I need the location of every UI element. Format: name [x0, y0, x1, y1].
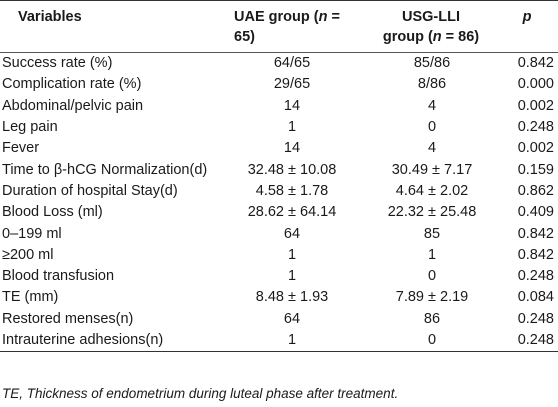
- cell-variable: TE (mm): [2, 289, 59, 306]
- table-row: Complication rate (%) 29/65 8/86 0.000: [0, 74, 558, 95]
- table-row: TE (mm) 8.48 ± 1.93 7.89 ± 2.19 0.084: [0, 287, 558, 308]
- header-uae-n: n: [318, 9, 328, 25]
- cell-p-value: 0.862: [517, 182, 554, 199]
- cell-uae-value: 1: [287, 268, 297, 285]
- cell-variable: Time to β-hCG Normalization(d): [2, 161, 208, 178]
- cell-variable: Intrauterine adhesions(n): [0, 329, 218, 353]
- cell-p-value: 0.842: [517, 246, 554, 263]
- header-usg-suffix: = 86): [441, 29, 480, 45]
- cell-uae-value: 64: [283, 310, 301, 327]
- cell-variable: Leg pain: [2, 119, 58, 136]
- header-usg-prefix: group (: [382, 29, 433, 45]
- header-variables-label: Variables: [18, 9, 82, 25]
- cell-p-value: 0.248: [517, 310, 554, 327]
- header-p-label: p: [522, 9, 532, 25]
- cell-uae-value: 64/65: [273, 55, 311, 72]
- header-variables: Variables: [0, 0, 218, 53]
- cell-usg-value: 0: [366, 329, 498, 353]
- results-table-container: Variables UAE group (n = 65) USG-LLI gro…: [0, 0, 558, 353]
- table-row: Blood transfusion 1 0 0.248: [0, 266, 558, 287]
- header-row: Variables UAE group (n = 65) USG-LLI gro…: [0, 0, 558, 53]
- header-usg-group: USG-LLI group (n = 86): [366, 0, 498, 53]
- cell-p-value: 0.248: [517, 119, 554, 136]
- cell-p-value: 0.159: [517, 161, 554, 178]
- cell-usg-value: 4.64 ± 2.02: [395, 182, 469, 199]
- table-row: Fever 14 4 0.002: [0, 138, 558, 159]
- cell-usg-value: 4: [427, 140, 437, 157]
- cell-usg-value: 7.89 ± 2.19: [395, 289, 469, 306]
- cell-usg-value: 30.49 ± 7.17: [391, 161, 473, 178]
- table-header: Variables UAE group (n = 65) USG-LLI gro…: [0, 0, 558, 53]
- cell-usg-value: 86: [423, 310, 441, 327]
- cell-variable: Duration of hospital Stay(d): [2, 182, 178, 199]
- header-usg-n: n: [432, 29, 442, 45]
- cell-usg-value: 0: [427, 119, 437, 136]
- header-usg-line1: USG-LLI: [402, 9, 460, 25]
- table-body: Success rate (%) 64/65 85/86 0.842 Complicat…: [0, 53, 558, 353]
- cell-uae-value: 1: [218, 329, 366, 353]
- cell-uae-value: 4.58 ± 1.78: [255, 182, 329, 199]
- cell-p-value: 0.248: [498, 329, 558, 353]
- cell-variable: Success rate (%): [2, 55, 113, 72]
- cell-usg-value: 4: [427, 97, 437, 114]
- cell-p-value: 0.409: [517, 204, 554, 221]
- cell-uae-value: 14: [283, 97, 301, 114]
- table-row: Time to β-hCG Normalization(d) 32.48 ± 10…: [0, 159, 558, 180]
- cell-p-value: 0.842: [517, 225, 554, 242]
- cell-p-value: 0.248: [517, 268, 554, 285]
- cell-variable: 0–199 ml: [2, 225, 62, 242]
- results-table: Variables UAE group (n = 65) USG-LLI gro…: [0, 0, 558, 353]
- cell-usg-value: 85: [423, 225, 441, 242]
- cell-usg-value: 22.32 ± 25.48: [387, 204, 477, 221]
- cell-p-value: 0.084: [517, 289, 554, 306]
- cell-variable: Complication rate (%): [2, 76, 142, 93]
- header-uae-suffix: = 65): [234, 9, 340, 45]
- table-row: Abdominal/pelvic pain 14 4 0.002: [0, 96, 558, 117]
- table-row: Success rate (%) 64/65 85/86 0.842: [0, 53, 558, 75]
- cell-usg-value: 85/86: [413, 55, 451, 72]
- header-uae-group: UAE group (n = 65): [218, 0, 366, 53]
- cell-uae-value: 64: [283, 225, 301, 242]
- table-row: Restored menses(n) 64 86 0.248: [0, 309, 558, 330]
- cell-uae-value: 29/65: [273, 76, 311, 93]
- cell-uae-value: 32.48 ± 10.08: [247, 161, 337, 178]
- table-row: Blood Loss (ml) 28.62 ± 64.14 22.32 ± 25.4…: [0, 202, 558, 223]
- cell-p-value: 0.000: [517, 76, 554, 93]
- cell-usg-value: 8/86: [417, 76, 447, 93]
- cell-variable: Blood transfusion: [2, 268, 115, 285]
- table-row: 0–199 ml 64 85 0.842: [0, 223, 558, 244]
- cell-uae-value: 28.62 ± 64.14: [247, 204, 337, 221]
- table-row: Leg pain 1 0 0.248: [0, 117, 558, 138]
- cell-variable: Restored menses(n): [2, 310, 134, 327]
- cell-variable: ≥200 ml: [2, 246, 54, 263]
- table-footnote: TE, Thickness of endometrium during lute…: [2, 386, 399, 401]
- cell-uae-value: 8.48 ± 1.93: [255, 289, 329, 306]
- cell-p-value: 0.002: [517, 140, 554, 157]
- cell-uae-value: 1: [287, 246, 297, 263]
- table-row: Duration of hospital Stay(d) 4.58 ± 1.78 4…: [0, 181, 558, 202]
- cell-variable: Fever: [2, 140, 40, 157]
- table-row: ≥200 ml 1 1 0.842: [0, 245, 558, 266]
- cell-variable: Blood Loss (ml): [2, 204, 103, 221]
- cell-usg-value: 1: [427, 246, 437, 263]
- cell-variable: Abdominal/pelvic pain: [2, 97, 144, 114]
- cell-p-value: 0.002: [517, 97, 554, 114]
- header-p-value: p: [498, 0, 558, 53]
- cell-p-value: 0.842: [517, 55, 554, 72]
- table-row: Intrauterine adhesions(n) 1 0 0.248: [0, 329, 558, 353]
- header-uae-prefix: UAE group (: [234, 9, 319, 25]
- cell-uae-value: 14: [283, 140, 301, 157]
- cell-uae-value: 1: [287, 119, 297, 136]
- cell-usg-value: 0: [427, 268, 437, 285]
